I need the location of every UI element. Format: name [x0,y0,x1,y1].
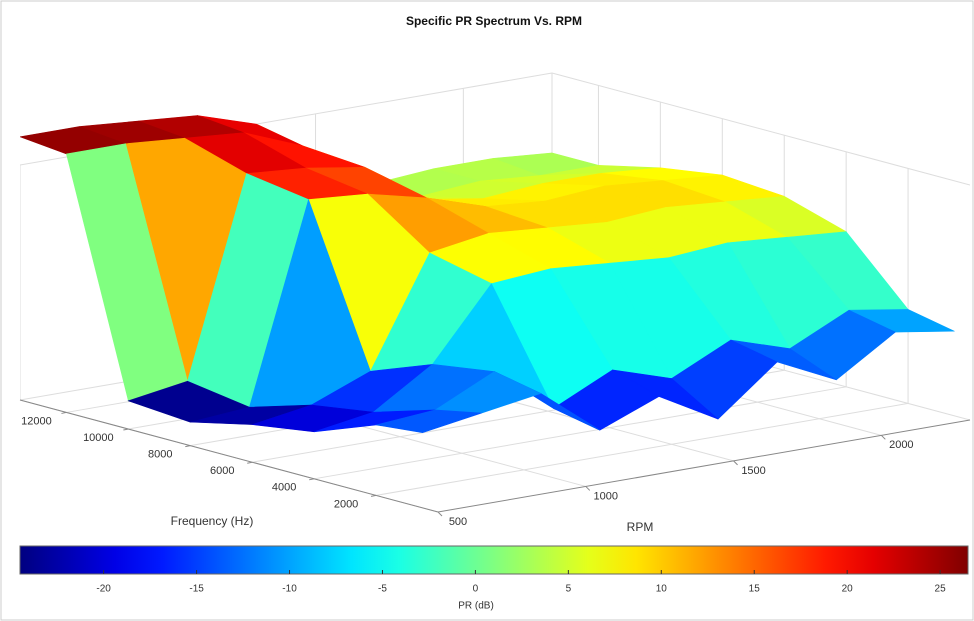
y-tick-label: 4000 [272,482,296,494]
x-tick [437,511,443,517]
x-tick-label: 1000 [594,490,618,502]
y-tick-label: 6000 [210,465,234,477]
y-axis-label: Frequency (Hz) [171,514,254,528]
colorbar-tick-label: 5 [566,584,572,595]
surface [20,115,955,433]
x-tick-label: 500 [449,516,467,528]
x-tick [585,486,591,491]
x-tick [880,434,886,440]
chart-title: Specific PR Spectrum Vs. RPM [406,14,582,28]
grid-line [314,386,847,480]
colorbar-tick-label: 20 [842,584,854,595]
colorbar-label: PR (dB) [458,601,494,612]
colorbar-tick-label: 10 [656,584,668,595]
colorbar-tick-label: 25 [935,584,947,595]
y-tick-label: 10000 [83,432,114,444]
y-tick [61,411,67,414]
y-tick [123,428,129,431]
y-tick-label: 8000 [148,449,172,461]
x-tick-label: 1500 [741,465,765,477]
colorbar-tick-label: -10 [282,584,297,595]
y-tick [309,478,315,481]
grid-line [375,402,909,496]
box-edge [551,72,970,186]
colorbar-tick-label: 0 [473,584,479,595]
colorbar-tick-label: -15 [189,584,204,595]
axes: 500 1000 1500 2000 2000 4000 6000 8000 10000 1200… [19,399,971,528]
y-tick [185,445,191,448]
y-tick-label: 12000 [21,415,52,427]
x-axis-label: RPM [627,520,654,534]
y-tick-label: 2000 [334,498,358,510]
surface-patch [376,409,482,433]
colorbar [19,545,969,575]
x-tick-label: 2000 [889,439,913,451]
colorbar-tick-label: -5 [378,584,387,595]
y-axis-line [19,399,439,513]
y-tick [370,494,377,497]
y-tick [247,461,253,464]
colorbar-tick-label: 15 [749,584,761,595]
x-axis-line [437,419,971,513]
x-tick [733,460,738,466]
colorbar-tick-label: -20 [96,584,111,595]
